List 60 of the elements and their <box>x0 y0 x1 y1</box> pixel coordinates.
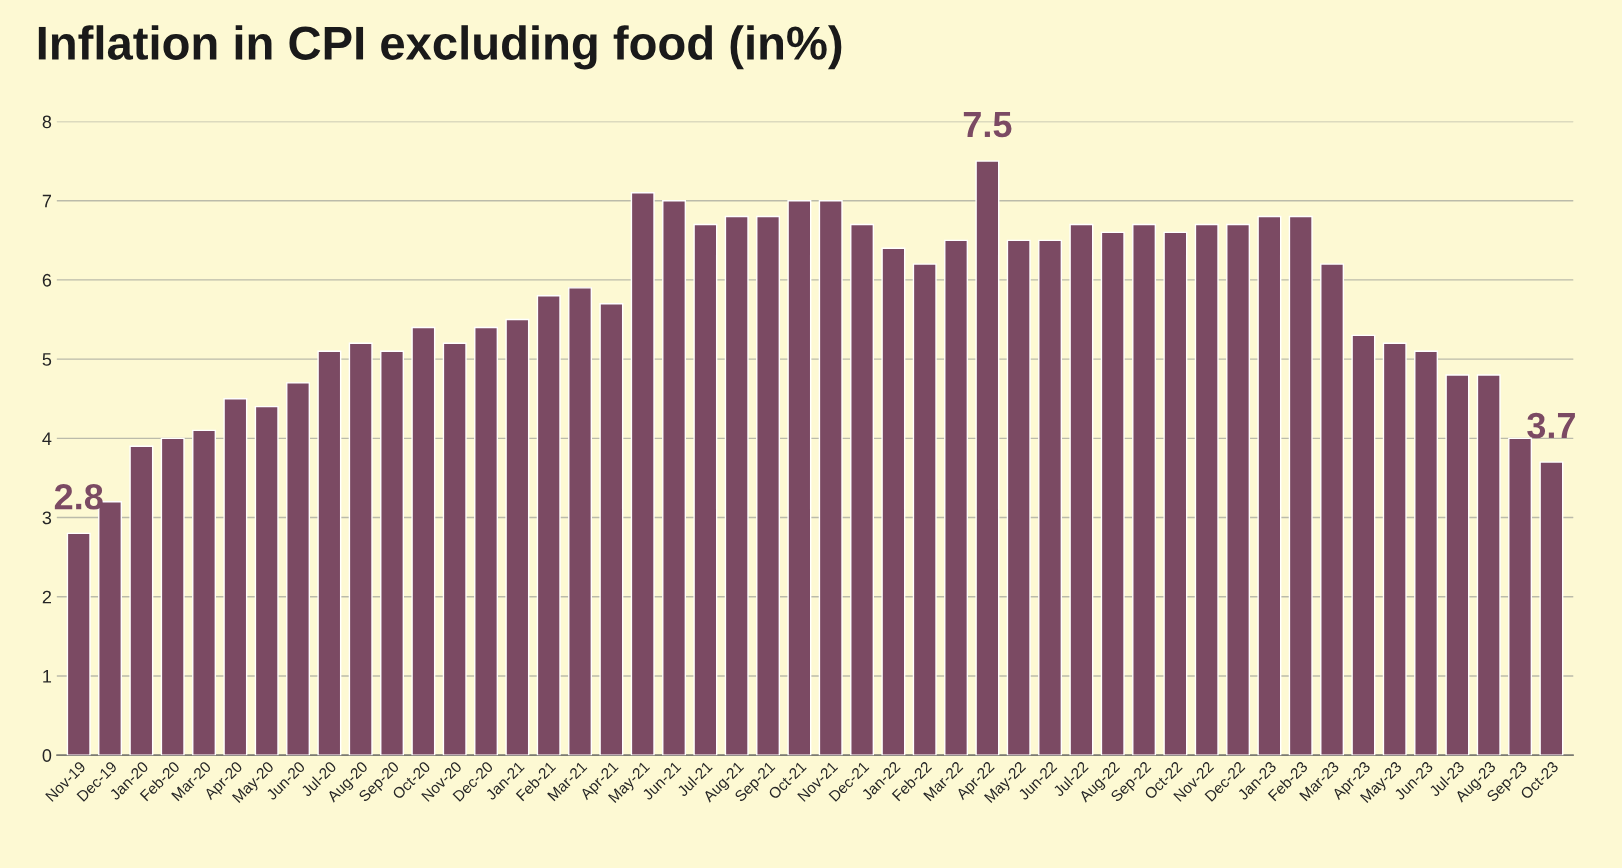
bar <box>787 200 812 756</box>
bar <box>1351 334 1376 756</box>
bar <box>1226 223 1251 756</box>
bar <box>724 215 749 756</box>
bar <box>1069 223 1094 756</box>
y-tick-label: 6 <box>42 273 52 287</box>
bar <box>1038 239 1063 756</box>
bar <box>286 382 311 756</box>
bar <box>1320 263 1345 756</box>
bar <box>912 263 937 756</box>
bar <box>881 247 906 756</box>
bar <box>1539 461 1564 756</box>
bar <box>1132 223 1157 756</box>
bar <box>850 223 875 756</box>
annotation: 2.8 <box>54 484 103 510</box>
bar <box>599 302 624 756</box>
bar <box>223 398 248 756</box>
bar <box>160 437 185 756</box>
bar <box>1100 231 1125 756</box>
bar <box>411 326 436 756</box>
bar <box>536 295 561 756</box>
bar <box>818 200 843 756</box>
bar <box>442 342 467 756</box>
bar <box>129 445 154 756</box>
bar <box>756 215 781 756</box>
y-tick-label: 5 <box>42 353 52 366</box>
chart-title: Inflation in CPI excluding food (in%) <box>38 25 842 70</box>
bar <box>1257 215 1282 756</box>
bar <box>1194 223 1219 756</box>
bar <box>1006 239 1031 756</box>
bar <box>66 532 91 756</box>
bar <box>1414 350 1439 756</box>
y-tick-label: 1 <box>43 670 52 683</box>
bar <box>1382 342 1407 756</box>
y-tick-label: 7 <box>42 194 51 208</box>
bar <box>317 350 342 756</box>
bar <box>630 192 655 756</box>
y-tick-label: 4 <box>42 432 52 445</box>
bar <box>944 239 969 756</box>
bar <box>254 405 279 756</box>
bar <box>1163 231 1188 756</box>
bar <box>568 287 593 756</box>
bar <box>1445 374 1470 756</box>
annotation: 7.5 <box>963 112 1012 138</box>
y-tick-label: 2 <box>42 590 51 604</box>
bar <box>693 223 718 756</box>
bar <box>975 160 1000 756</box>
bar <box>348 342 373 756</box>
y-tick-label: 0 <box>42 749 52 762</box>
bar <box>1288 215 1313 756</box>
y-tick-label: 8 <box>42 115 52 129</box>
annotation: 3.7 <box>1527 412 1575 439</box>
bar <box>662 200 687 756</box>
bar <box>474 326 499 756</box>
bar <box>1508 437 1533 756</box>
bar <box>1476 374 1501 756</box>
bar <box>192 429 217 756</box>
bar <box>380 350 405 756</box>
bar <box>505 318 530 756</box>
y-tick-label: 3 <box>42 511 52 525</box>
